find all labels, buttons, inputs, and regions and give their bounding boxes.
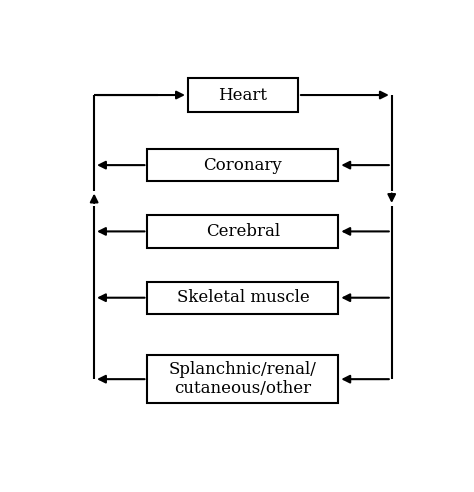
Text: Cerebral: Cerebral (206, 223, 280, 240)
Bar (147, 215, 338, 247)
Text: Coronary: Coronary (203, 156, 283, 174)
Bar (188, 78, 298, 112)
Bar (147, 149, 338, 181)
Text: Heart: Heart (219, 87, 267, 103)
Bar (147, 356, 338, 403)
Text: Splanchnic/renal/
cutaneous/other: Splanchnic/renal/ cutaneous/other (169, 361, 317, 398)
Bar (147, 281, 338, 314)
Text: Skeletal muscle: Skeletal muscle (176, 289, 310, 306)
